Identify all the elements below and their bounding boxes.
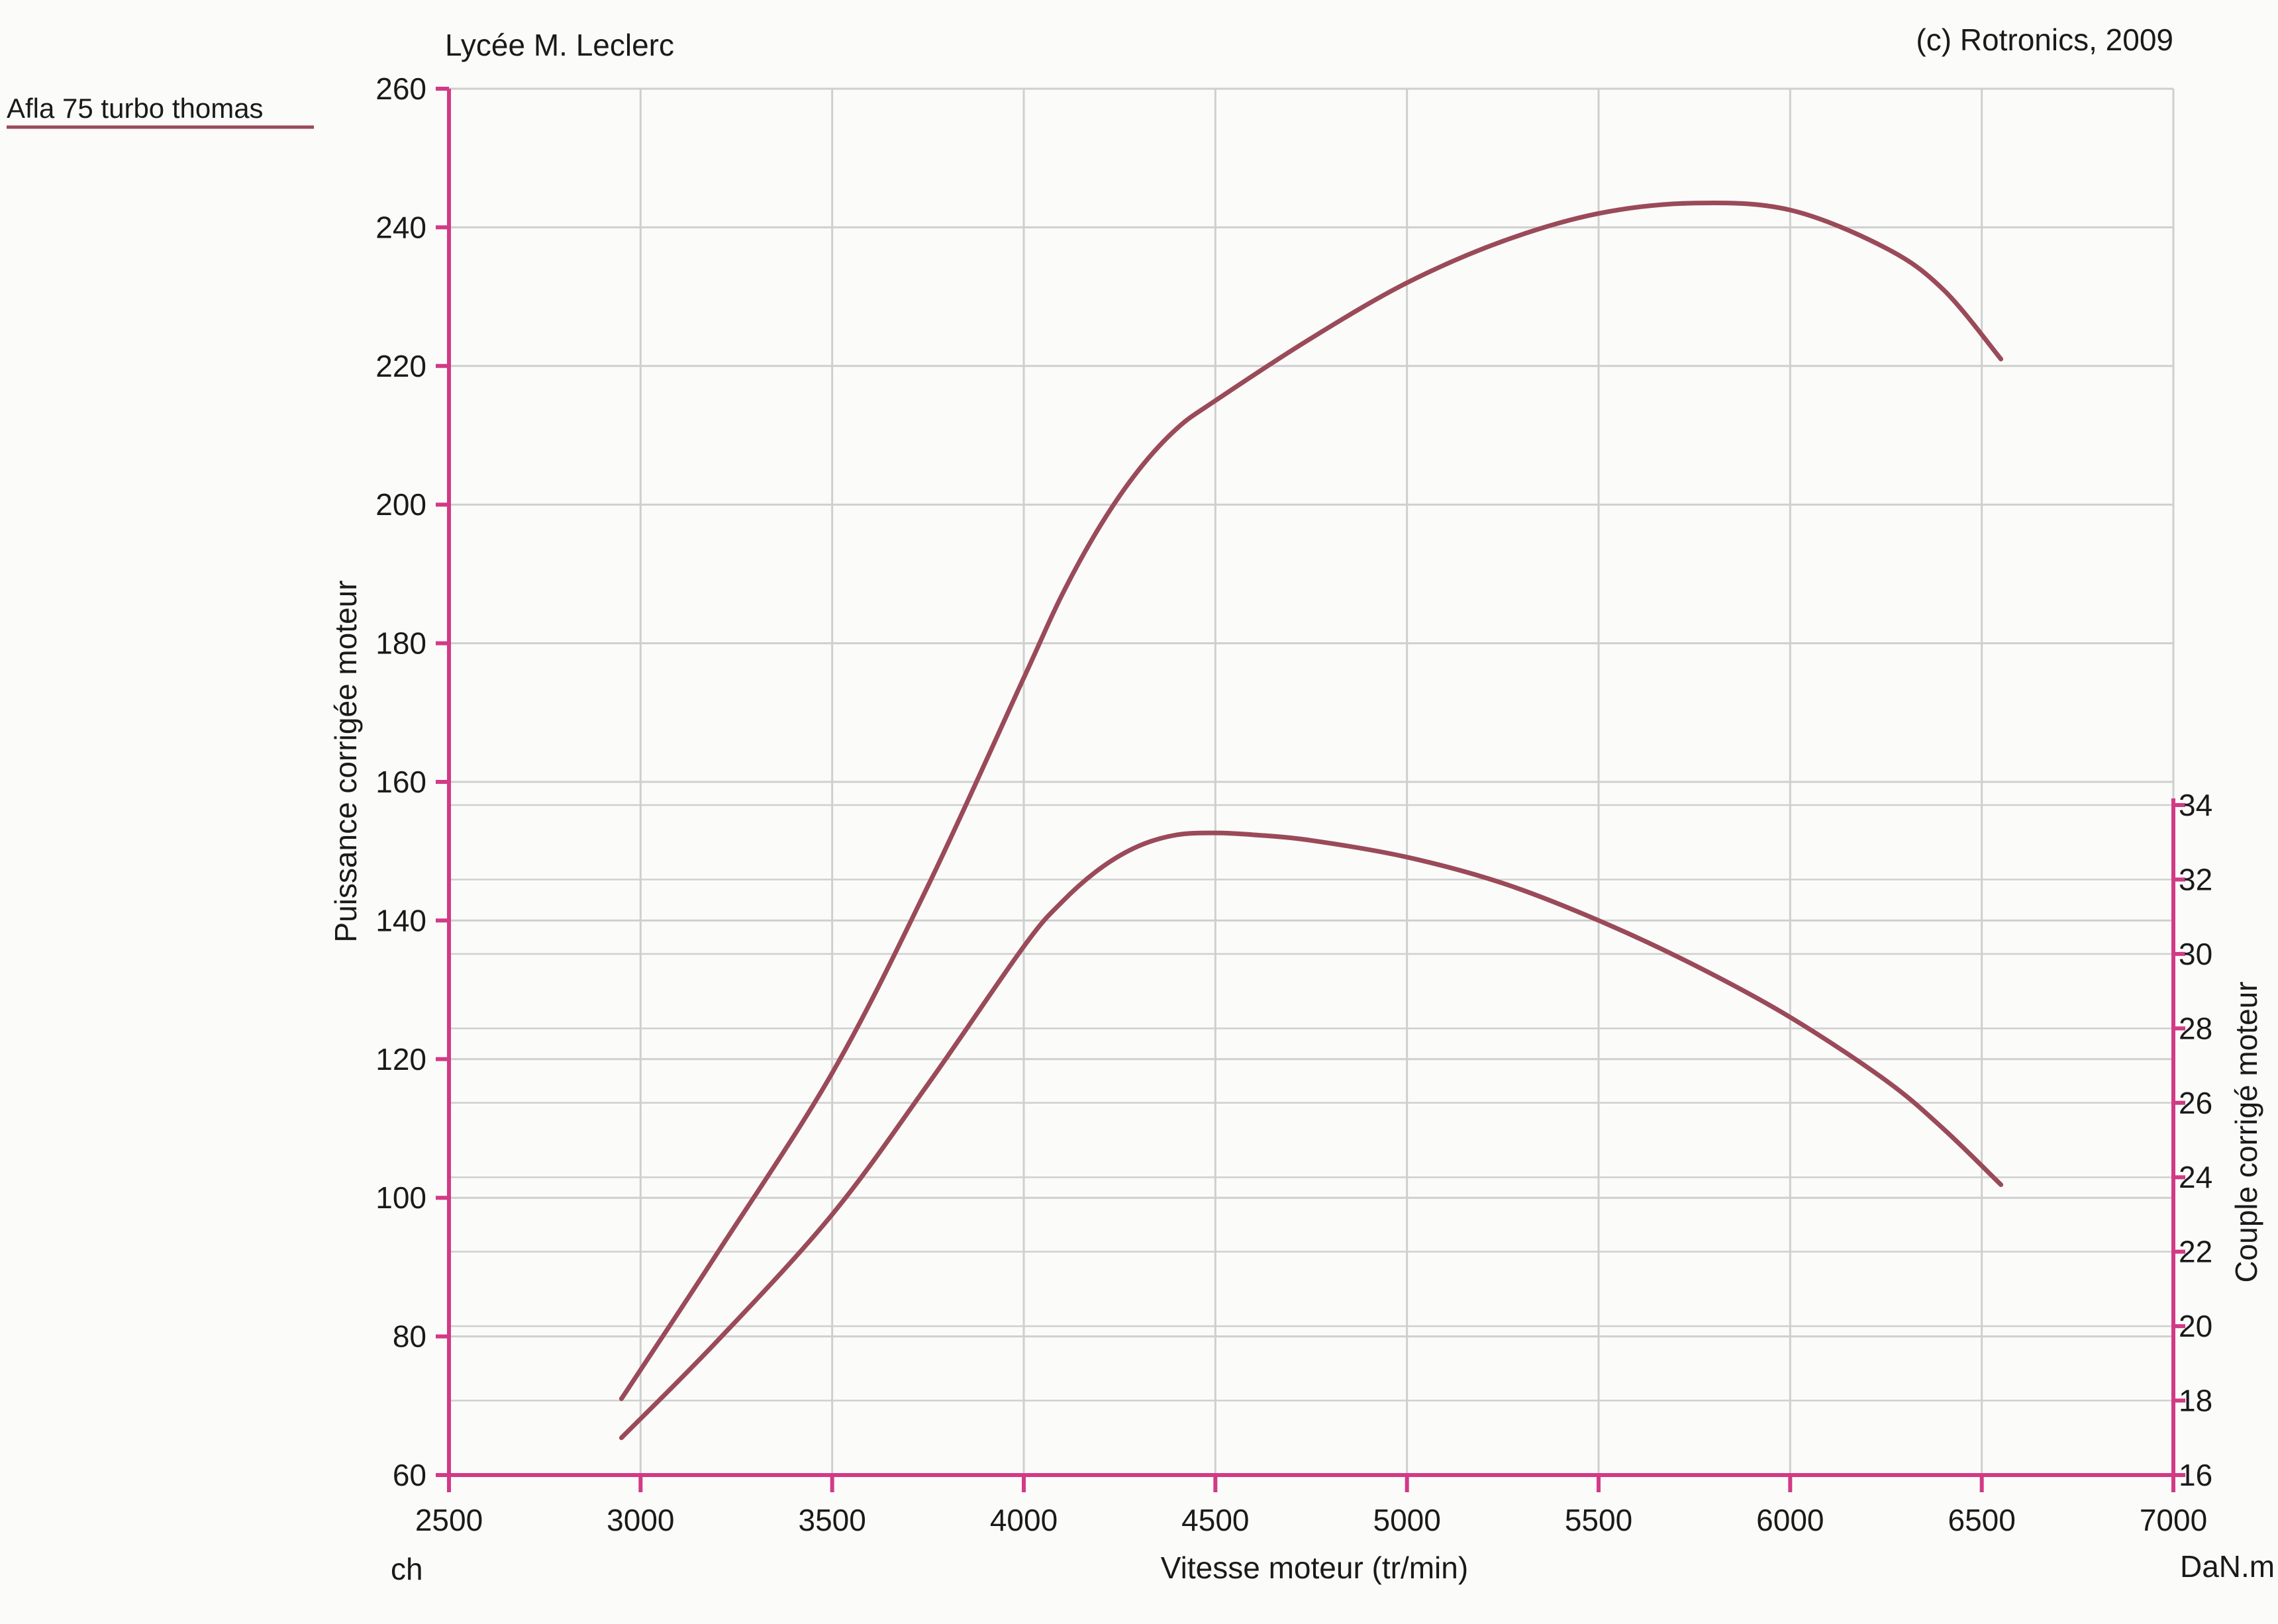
y-right-axis-label: Couple corrigé moteur [2229, 981, 2263, 1282]
x-tick-label: 5000 [1373, 1503, 1440, 1537]
x-tick-label: 7000 [2140, 1503, 2207, 1537]
y-left-tick-label: 140 [375, 903, 426, 937]
y-left-tick-label: 220 [375, 349, 426, 383]
left-unit-label: ch [391, 1552, 423, 1586]
right-unit-label: DaN.m [2180, 1549, 2275, 1584]
x-tick-label: 4500 [1181, 1503, 1249, 1537]
torque-curve [621, 833, 2001, 1438]
y-left-tick-label: 80 [393, 1319, 426, 1354]
y-left-tick-label: 160 [375, 765, 426, 799]
y-right-tick-label: 22 [2179, 1235, 2212, 1269]
x-tick-label: 6000 [1756, 1503, 1824, 1537]
x-tick-label: 5500 [1565, 1503, 1632, 1537]
x-axis-label: Vitesse moteur (tr/min) [1161, 1551, 1468, 1585]
y-left-axis-label: Puissance corrigée moteur [328, 580, 363, 942]
y-left-tick-label: 180 [375, 626, 426, 661]
y-right-tick-label: 20 [2179, 1309, 2212, 1343]
test-name: Afla 75 turbo thomas [7, 93, 264, 124]
header-copyright: (c) Rotronics, 2009 [1916, 23, 2173, 57]
series [621, 203, 2001, 1437]
y-right-tick-label: 16 [2179, 1458, 2212, 1492]
x-tick-label: 6500 [1948, 1503, 2015, 1537]
y-left-tick-label: 100 [375, 1180, 426, 1215]
header-school: Lycée M. Leclerc [445, 28, 674, 62]
x-tick-label: 2500 [415, 1503, 483, 1537]
x-tick-label: 4000 [990, 1503, 1058, 1537]
x-tick-label: 3500 [798, 1503, 866, 1537]
y-left-tick-label: 200 [375, 487, 426, 522]
y-left-tick-label: 120 [375, 1042, 426, 1076]
y-right-tick-label: 30 [2179, 937, 2212, 971]
y-right-tick-label: 28 [2179, 1011, 2212, 1045]
y-right-tick-label: 34 [2179, 788, 2212, 822]
y-right-tick-label: 18 [2179, 1384, 2212, 1418]
y-right-tick-label: 24 [2179, 1160, 2212, 1194]
y-left-tick-label: 240 [375, 210, 426, 244]
y-right-tick-label: 32 [2179, 862, 2212, 896]
y-left-tick-label: 60 [393, 1458, 426, 1492]
y-left-tick-label: 260 [375, 72, 426, 106]
y-right-tick-label: 26 [2179, 1086, 2212, 1120]
x-tick-label: 3000 [607, 1503, 674, 1537]
